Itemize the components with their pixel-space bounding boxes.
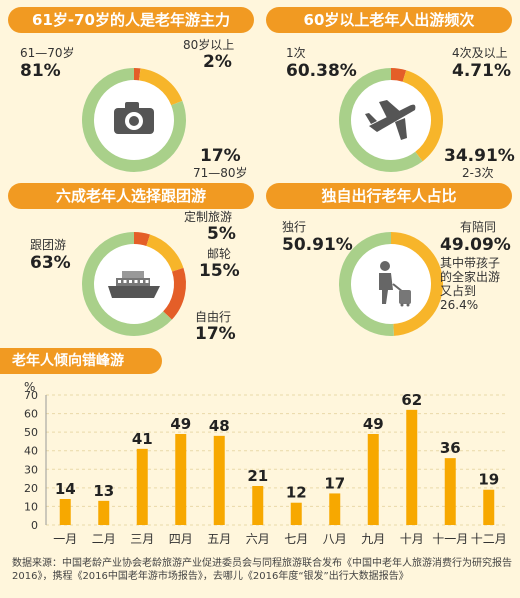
p1-label-b: 80岁以上 [183,38,235,52]
bar [367,434,379,525]
traveler-icon [379,261,411,307]
airplane-icon [365,100,416,140]
camera-icon [114,102,154,134]
bar [406,409,418,525]
y-tick-label: 70 [24,389,38,402]
p3-label-a: 跟团游 [30,238,67,252]
bar-value-label: 41 [132,430,153,448]
donut-slice [82,68,186,172]
p1-label-c: 71—80岁 [193,166,248,180]
y-tick-label: 20 [24,482,38,495]
p4-value-b: 49.09% [440,235,511,255]
p2-value-b: 4.71% [452,61,511,81]
y-tick-label: 30 [24,463,38,476]
x-tick-label: 六月 [246,532,270,546]
panel2-title: 60岁以上老年人出游频次 [266,7,512,33]
p2-value-c: 34.91% [444,146,515,166]
bar-value-label: 14 [55,480,76,498]
bar [98,500,110,525]
p3-value-c: 15% [199,261,240,281]
p3-value-d: 17% [195,324,236,344]
p4-value-a: 50.91% [282,235,353,255]
y-tick-label: 60 [24,408,38,421]
donut-slice [390,232,443,336]
x-tick-label: 十月 [400,532,424,546]
p2-value-a: 60.38% [286,61,357,81]
x-tick-label: 九月 [361,532,385,546]
donut-slice [339,232,394,336]
x-tick-label: 十一月 [432,532,468,546]
bar-value-label: 21 [247,467,268,485]
donut-slice [82,232,172,336]
bar-value-label: 13 [93,482,114,500]
panel2-donut [339,68,443,172]
p4-label-a: 独行 [282,220,307,234]
source-footnote: 数据来源：中国老龄产业协会老龄旅游产业促进委员会与同程旅游联合发布《中国中老年人… [12,558,512,582]
donut-slice [390,68,407,82]
bar-chart-title: 老年人倾向错峰游 [0,348,162,374]
p4-label-b: 有陪同 [460,220,497,234]
x-tick-label: 二月 [92,532,116,546]
bar-value-label: 12 [286,484,307,502]
p3-value-b: 5% [207,224,236,244]
bar-value-label: 62 [401,391,422,409]
bar [213,435,225,525]
x-tick-label: 四月 [169,532,193,546]
y-axis-label: % [24,380,35,394]
p2-label-b: 4次及以上 [452,46,508,60]
x-tick-label: 十二月 [471,532,507,546]
panel3-title: 六成老年人选择跟团游 [8,183,254,209]
bar [136,448,148,525]
panel1-title: 61岁-70岁的人是老年游主力 [8,7,254,33]
panel1-donut [82,68,186,172]
bar-value-label: 49 [170,415,191,433]
y-tick-label: 10 [24,500,38,513]
p3-label-d: 自由行 [195,310,232,324]
donut-slice [138,68,183,106]
bar-value-label: 17 [324,474,345,492]
bar-value-label: 49 [363,415,384,433]
p2-label-a: 1次 [286,46,306,60]
bar [444,458,456,525]
bar-chart: % 0 10 20 30 40 50 60 70 14 一月 13 二月 41 三月 49 四月 48 五月 21 六月… [24,380,508,546]
bar-value-label: 36 [440,439,461,457]
bar [252,486,264,525]
bar [175,434,187,525]
bar [290,502,302,525]
x-tick-label: 三月 [130,532,154,546]
p3-label-c: 邮轮 [207,247,232,261]
p3-value-a: 63% [30,253,71,273]
p4-note: 其中带孩子的全家出游又占到26.4% [440,256,501,312]
donut-slice [162,267,186,320]
bar [59,499,71,525]
y-tick-label: 50 [24,426,38,439]
bar [329,493,341,525]
p1-value-c: 17% [200,146,241,166]
donut-slice [339,68,423,172]
donut-slice [133,232,151,247]
p1-value-a: 81% [20,61,61,81]
donut-slice [146,234,184,272]
bar [483,489,495,525]
panel4-title: 独自出行老年人占比 [266,183,512,209]
x-tick-label: 五月 [207,532,231,546]
p1-value-b: 2% [203,52,232,72]
p1-label-a: 61—70岁 [20,46,75,60]
panel4-donut [339,232,443,336]
panel3-donut [82,232,186,336]
cruise-ship-icon [108,271,160,298]
x-tick-label: 八月 [323,532,347,546]
p2-label-c: 2-3次 [462,166,494,180]
bar-value-label: 19 [478,471,499,489]
y-tick-label: 40 [24,445,38,458]
x-tick-label: 一月 [53,532,77,546]
x-tick-label: 七月 [284,532,308,546]
bar-value-label: 48 [209,417,230,435]
p3-label-b: 定制旅游 [184,210,233,224]
donut-slice [402,70,443,162]
y-tick-label: 0 [31,519,38,532]
